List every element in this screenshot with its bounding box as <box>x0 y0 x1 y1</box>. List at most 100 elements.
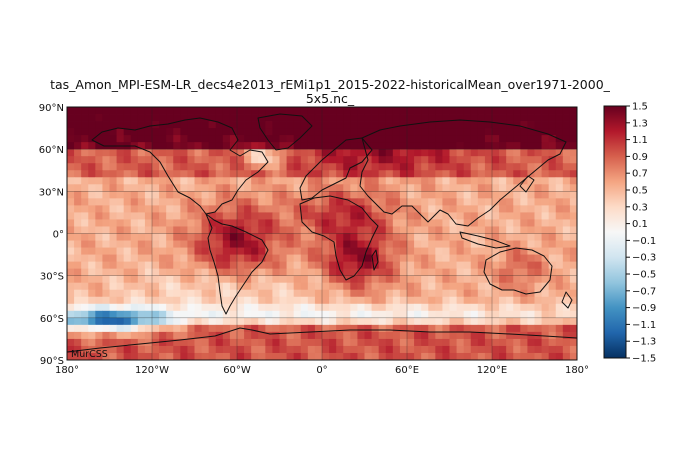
field-cell <box>102 275 110 284</box>
field-cell <box>81 163 89 171</box>
field-cell <box>562 191 571 199</box>
field-cell <box>166 247 174 255</box>
field-cell <box>215 205 224 213</box>
field-cell <box>286 107 295 115</box>
field-cell <box>392 296 401 305</box>
field-cell <box>477 156 486 164</box>
field-cell <box>520 114 528 122</box>
field-cell <box>237 345 245 354</box>
field-cell <box>499 275 507 284</box>
field-cell <box>456 163 465 171</box>
field-cell <box>428 275 436 284</box>
field-cell <box>371 338 380 347</box>
field-cell <box>137 296 146 305</box>
field-cell <box>194 240 202 248</box>
field-cell <box>201 352 210 360</box>
field-cell <box>385 226 394 234</box>
field-cell <box>414 317 422 326</box>
field-cell <box>237 156 245 164</box>
field-cell <box>562 114 571 122</box>
field-cell <box>421 128 429 136</box>
field-cell <box>428 114 436 122</box>
field-cell <box>442 177 450 185</box>
field-cell <box>484 149 493 157</box>
field-cell <box>414 275 422 284</box>
field-cell <box>279 149 287 157</box>
field-cell <box>180 184 188 192</box>
field-cell <box>74 345 82 354</box>
field-cell <box>265 289 273 298</box>
field-cell <box>336 219 344 227</box>
field-cell <box>336 338 344 347</box>
field-cell <box>336 317 344 326</box>
field-cell <box>215 331 224 340</box>
field-cell <box>569 338 577 347</box>
field-cell <box>237 212 245 220</box>
field-cell <box>520 198 528 206</box>
field-cell <box>421 352 429 360</box>
field-cell <box>421 212 429 220</box>
field-cell <box>180 198 188 206</box>
field-cell <box>208 226 217 234</box>
field-cell <box>492 163 500 171</box>
field-cell <box>251 247 259 255</box>
field-cell <box>137 219 146 227</box>
field-cell <box>322 121 330 129</box>
field-cell <box>506 170 514 178</box>
field-cell <box>555 149 564 157</box>
field-cell <box>300 303 309 312</box>
field-cell <box>435 163 443 171</box>
field-cell <box>187 310 195 319</box>
field-cell <box>258 240 266 248</box>
field-cell <box>555 275 564 284</box>
field-cell <box>484 128 493 136</box>
field-cell <box>180 324 188 333</box>
field-cell <box>152 156 160 164</box>
field-cell <box>428 317 436 326</box>
field-cell <box>251 345 259 354</box>
field-cell <box>307 296 316 305</box>
field-cell <box>123 254 132 263</box>
field-cell <box>435 156 443 164</box>
field-cell <box>364 135 372 143</box>
field-cell <box>279 345 287 354</box>
field-cell <box>407 282 415 291</box>
field-cell <box>399 149 408 157</box>
field-cell <box>463 289 472 298</box>
field-cell <box>534 205 542 213</box>
field-cell <box>392 177 401 185</box>
field-cell <box>314 352 323 360</box>
field-cell <box>378 310 387 319</box>
field-cell <box>88 149 96 157</box>
field-cell <box>513 331 521 340</box>
field-cell <box>350 275 358 284</box>
field-cell <box>159 282 167 291</box>
field-cell <box>244 338 252 347</box>
field-cell <box>364 233 372 241</box>
field-cell <box>159 324 167 333</box>
longitude-labels: 180° 120°W 60°W 0° 60°E 120°E 180° <box>55 365 589 376</box>
field-cell <box>364 107 372 115</box>
field-cell <box>130 163 139 171</box>
field-cell <box>343 107 351 115</box>
field-cell <box>258 219 266 227</box>
field-cell <box>300 310 309 319</box>
field-cell <box>229 170 238 178</box>
field-cell <box>435 128 443 136</box>
field-cell <box>484 233 493 241</box>
field-cell <box>350 163 358 171</box>
field-cell <box>477 128 486 136</box>
field-cell <box>137 177 146 185</box>
field-cell <box>265 135 273 143</box>
field-cell <box>229 212 238 220</box>
field-cell <box>569 352 577 360</box>
field-cell <box>314 345 323 354</box>
field-cell <box>286 254 295 263</box>
field-cell <box>527 324 535 333</box>
field-cell <box>208 331 217 340</box>
field-cell <box>81 170 89 178</box>
field-cell <box>357 121 365 129</box>
field-cell <box>144 170 153 178</box>
field-cell <box>187 324 195 333</box>
field-cell <box>449 142 457 150</box>
